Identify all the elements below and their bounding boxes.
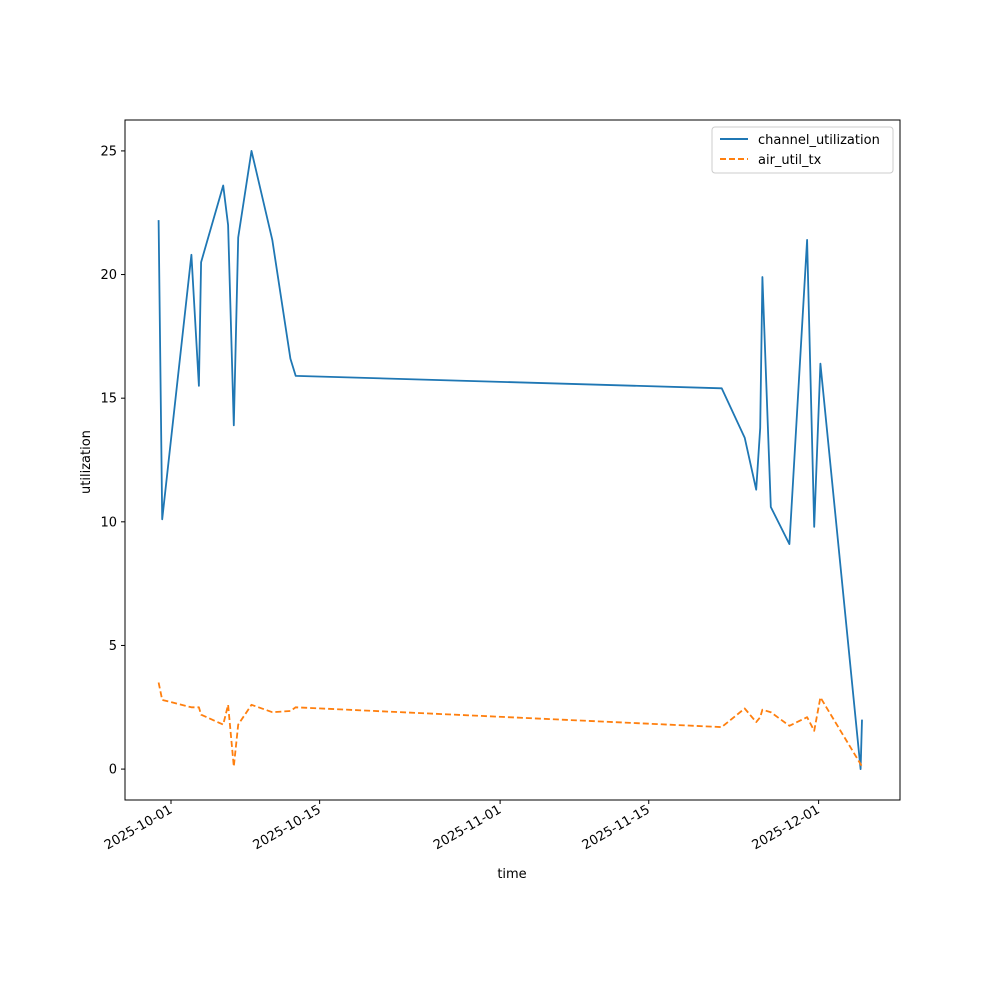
y-axis-ticks: 0 5 10 15 20 25 bbox=[100, 144, 125, 778]
series-line-channel-utilization bbox=[157, 149, 863, 770]
y-tick-label: 10 bbox=[100, 515, 117, 530]
legend-label-air-util-tx: air_util_tx bbox=[758, 153, 822, 168]
legend-label-channel-utilization: channel_utilization bbox=[758, 133, 880, 148]
series-line-air-util-tx bbox=[157, 682, 863, 768]
series-layer bbox=[157, 149, 863, 770]
legend: channel_utilization air_util_tx bbox=[711, 126, 894, 174]
y-axis-label: utilization bbox=[79, 430, 94, 494]
x-axis-label: time bbox=[497, 867, 526, 882]
y-tick-label: 15 bbox=[100, 392, 117, 407]
y-tick-label: 20 bbox=[100, 268, 117, 283]
y-tick-label: 5 bbox=[109, 639, 117, 654]
legend-box bbox=[711, 126, 894, 174]
plot-frame bbox=[124, 119, 901, 801]
y-tick-label: 25 bbox=[100, 144, 117, 159]
y-tick-label: 0 bbox=[109, 763, 117, 778]
